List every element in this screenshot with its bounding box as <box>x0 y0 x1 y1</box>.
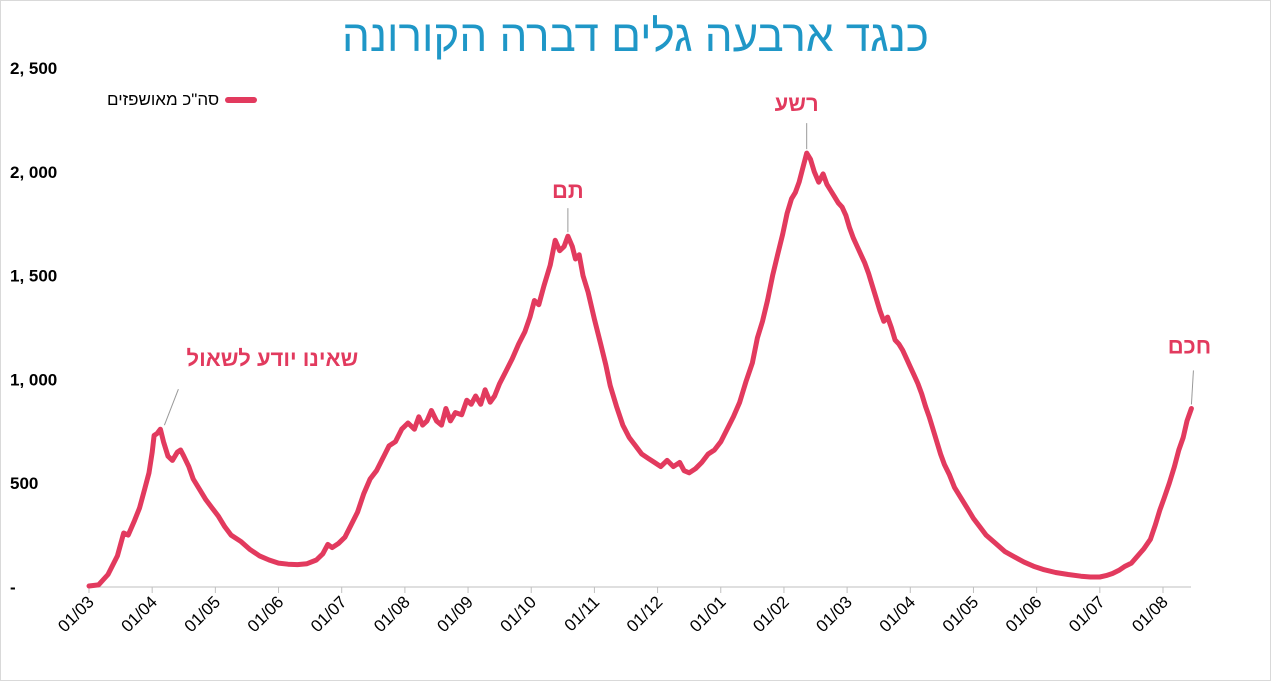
x-tick-label: 01/08 <box>1128 592 1172 636</box>
legend: סה"כ מאושפזים <box>107 90 258 110</box>
x-tick-label: 01/06 <box>244 592 288 636</box>
x-tick-label: 01/05 <box>939 592 983 636</box>
x-tick-label: 01/03 <box>812 592 856 636</box>
y-tick-label: 1, 000 <box>10 370 57 389</box>
annotation-label: רשע <box>775 91 819 116</box>
x-tick-label: 01/07 <box>1065 592 1109 636</box>
x-tick-label: 01/04 <box>876 592 920 636</box>
x-tick-label: 01/03 <box>54 592 98 636</box>
y-tick-label: 1, 500 <box>10 267 57 286</box>
x-tick-label: 01/01 <box>686 592 730 636</box>
annotation-label: חכם <box>1168 333 1211 358</box>
x-tick-label: 01/10 <box>497 592 541 636</box>
annotation-leader-line <box>1190 370 1194 405</box>
y-tick-label: 2, 000 <box>10 163 57 182</box>
y-tick-label: 500 <box>10 474 38 493</box>
y-tick-label: 2, 500 <box>10 59 57 78</box>
x-tick-label: 01/12 <box>623 592 667 636</box>
chart-title: כנגד ארבעה גלים דברה הקורונה <box>342 12 929 61</box>
x-tick-label: 01/05 <box>181 592 225 636</box>
annotation-leader-line <box>163 389 179 426</box>
legend-label: סה"כ מאושפזים <box>107 90 220 109</box>
x-tick-label: 01/07 <box>307 592 351 636</box>
x-tick-label: 01/04 <box>117 592 161 636</box>
legend-swatch <box>225 97 258 103</box>
x-tick-label: 01/11 <box>561 592 604 635</box>
x-tick-label: 01/08 <box>370 592 414 636</box>
x-tick-label: 01/02 <box>749 592 793 636</box>
y-tick-label: - <box>10 578 16 597</box>
annotation-label: תם <box>552 178 584 203</box>
x-tick-label: 01/09 <box>433 592 477 636</box>
series-line <box>86 150 1194 589</box>
annotation-label: שאינו יודע לשאול <box>187 346 359 371</box>
x-tick-label: 01/06 <box>1002 592 1046 636</box>
